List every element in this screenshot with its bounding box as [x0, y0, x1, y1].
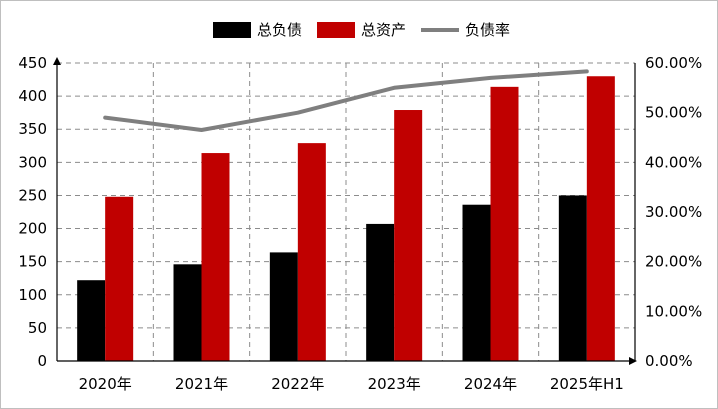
- grid-lines: [57, 62, 636, 361]
- bars: [77, 76, 615, 361]
- y-right-tick-label: 40.00%: [645, 153, 702, 171]
- legend-label-2: 负债率: [465, 21, 510, 39]
- bar-total-assets: [490, 86, 519, 361]
- y-left-tick-label: 250: [18, 186, 47, 204]
- y-right-tick-label: 60.00%: [645, 54, 702, 72]
- legend-swatch-0: [213, 22, 251, 38]
- legend-label-0: 总负债: [257, 21, 302, 39]
- bar-total-liabilities: [77, 280, 106, 361]
- x-category-label: 2025年H1: [550, 375, 624, 393]
- x-category-label: 2021年: [175, 375, 228, 393]
- x-category-label: 2024年: [464, 375, 517, 393]
- ratio-line-group: [103, 69, 589, 132]
- y-right-tick-label: 30.00%: [645, 203, 702, 221]
- bar-total-liabilities: [173, 264, 202, 361]
- x-category-label: 2020年: [79, 375, 132, 393]
- legend-swatch-1: [317, 22, 355, 38]
- y-right-tick-label: 0.00%: [645, 352, 693, 370]
- bar-total-liabilities: [269, 252, 298, 361]
- y-right-tick-label: 20.00%: [645, 253, 702, 271]
- y-axis-arrow-icon: [53, 57, 61, 65]
- bar-total-liabilities: [462, 204, 491, 361]
- y-left-tick-label: 300: [18, 153, 47, 171]
- y-right-tick-label: 10.00%: [645, 302, 702, 320]
- axes: [53, 57, 637, 365]
- bar-total-liabilities: [366, 223, 395, 361]
- y-left-tick-label: 100: [18, 286, 47, 304]
- bar-total-assets: [297, 143, 326, 361]
- bar-total-assets: [586, 76, 615, 361]
- legend-label-1: 总资产: [361, 21, 406, 39]
- bar-total-assets: [394, 110, 423, 361]
- tick-labels: 0 50 100 150 200 250 300 350 400 450 0.00% 10.00% 20…: [18, 54, 702, 393]
- y-left-tick-label: 350: [18, 120, 47, 138]
- x-axis-arrow-icon: [629, 357, 637, 365]
- bar-total-liabilities: [558, 195, 587, 361]
- y-left-tick-label: 200: [18, 220, 47, 238]
- y-left-tick-label: 50: [28, 319, 47, 337]
- y-right-tick-label: 50.00%: [645, 104, 702, 122]
- y-left-tick-label: 400: [18, 87, 47, 105]
- ratio-line: [103, 69, 589, 132]
- bar-total-assets: [105, 196, 134, 361]
- x-category-label: 2022年: [271, 375, 324, 393]
- y-left-tick-label: 450: [18, 54, 47, 72]
- y-left-tick-label: 150: [18, 253, 47, 271]
- bar-total-assets: [201, 153, 230, 361]
- legend: 总负债 总资产 负债率: [213, 21, 510, 39]
- y-left-tick-label: 0: [37, 352, 47, 370]
- x-category-label: 2023年: [368, 375, 421, 393]
